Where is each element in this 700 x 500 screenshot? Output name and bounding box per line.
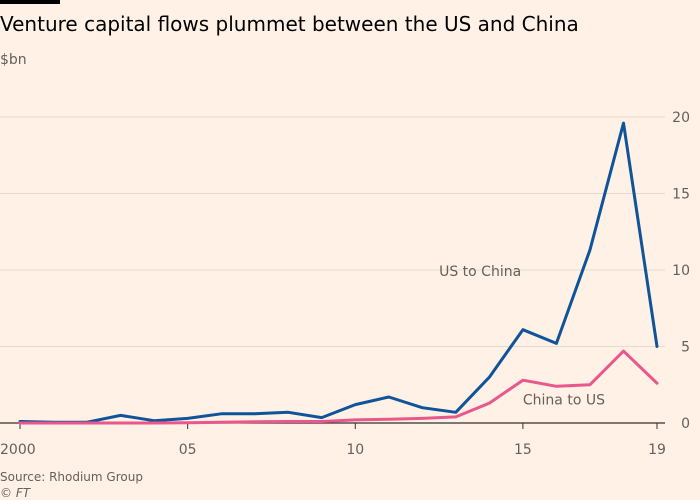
x-tick-label: 10 <box>346 442 364 458</box>
us-to-china-label: US to China <box>439 264 521 280</box>
y-tick-label: 0 <box>681 416 690 432</box>
y-tick-label: 10 <box>672 263 690 279</box>
chart-area: 051015202000 05 10 15 19US to ChinaChina to … <box>0 0 700 500</box>
source-note: Source: Rhodium Group <box>0 470 143 484</box>
us-to-china-line <box>20 123 657 422</box>
x-tick-label: 05 <box>179 442 197 458</box>
x-tick-label: 15 <box>514 442 532 458</box>
china-to-us-label: China to US <box>523 393 605 409</box>
x-tick-label: 2000 <box>0 442 36 458</box>
copyright-note: © FT <box>0 486 30 500</box>
y-tick-label: 15 <box>672 187 690 203</box>
y-tick-label: 5 <box>681 340 690 356</box>
x-tick-label: 19 <box>648 442 666 458</box>
y-tick-label: 20 <box>672 110 690 126</box>
